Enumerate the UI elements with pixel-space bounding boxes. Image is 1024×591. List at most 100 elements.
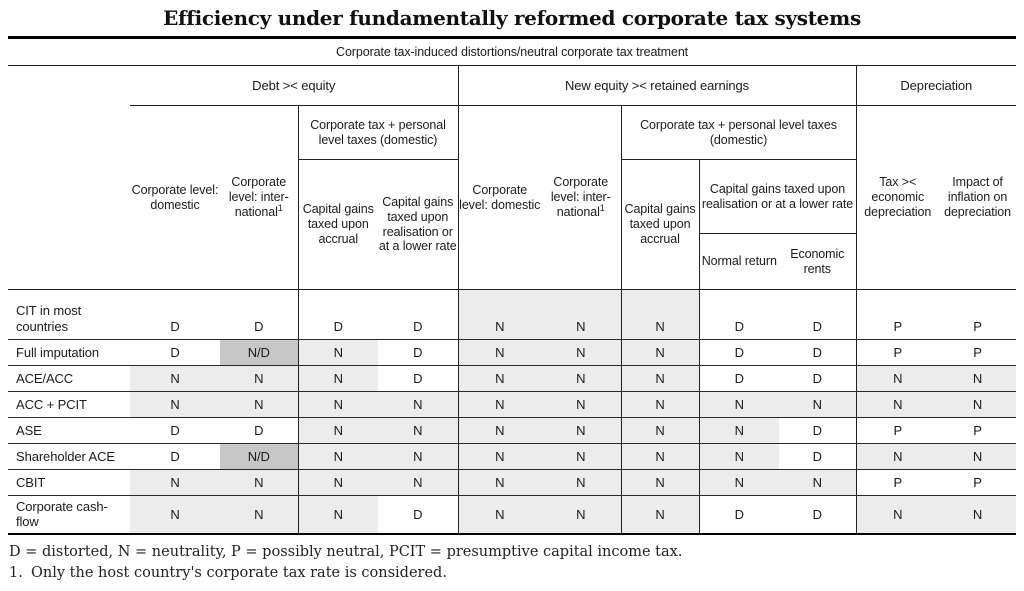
value-cell: N (130, 391, 220, 418)
col-header-debt-cg-realisation: Capital gains taxed upon realisation or … (378, 159, 458, 290)
value-cell: P (855, 339, 939, 366)
value-cell: N (457, 443, 541, 470)
value-cell: P (855, 417, 939, 444)
table-row: ASE D D N N N N N N D P P (8, 417, 1017, 444)
value-cell: N (457, 289, 541, 340)
value-cell: N (620, 443, 699, 470)
legend-note: D = distorted, N = neutrality, P = possi… (9, 543, 683, 560)
value-cell: N (939, 391, 1017, 418)
value-cell: N (220, 469, 298, 496)
value-cell: D (378, 365, 458, 392)
value-cell: N (220, 391, 298, 418)
value-cell: N (457, 469, 541, 496)
footnotes: D = distorted, N = neutrality, P = possi… (9, 542, 1016, 586)
header-text: Corporate level: inter-national (550, 175, 611, 219)
col-header-economic-rents: Economic rents (779, 233, 856, 290)
footnote-ref-icon: 1 (277, 202, 283, 213)
value-cell: N (698, 417, 779, 444)
value-cell: N (297, 365, 378, 392)
value-cell: N (378, 391, 458, 418)
value-cell: D (378, 289, 458, 340)
row-label: Shareholder ACE (8, 443, 130, 470)
value-cell: N (130, 365, 220, 392)
col-group-debt-equity: Debt >< equity (130, 65, 458, 106)
value-cell: N (855, 391, 939, 418)
col-header-inflation-depreciation: Impact of inflation on depreciation (939, 105, 1017, 290)
row-label: CIT in most countries (8, 289, 130, 340)
col-header-debt-personal-taxes: Corporate tax + personal level taxes (do… (297, 105, 458, 160)
col-header-tax-economic-depreciation: Tax >< economic depreciation (855, 105, 939, 290)
table-row: ACE/ACC N N N D N N N D D N N (8, 365, 1017, 392)
value-cell: N (939, 443, 1017, 470)
col-header-ne-personal-taxes: Corporate tax + personal level taxes (do… (620, 105, 856, 160)
span-header-row: Corporate tax-induced distortions/neutra… (8, 37, 1017, 66)
col-header-ne-corp-international: Corporate level: inter-national1 (541, 105, 621, 290)
table-row: CIT in most countries D D D D N N N D D P P (8, 289, 1017, 340)
col-header-debt-cg-accrual: Capital gains taxed upon accrual (297, 159, 378, 290)
table-header: Corporate tax-induced distortions/neutra… (8, 37, 1017, 290)
header-row-3: Capital gains taxed upon accrual Capital… (8, 159, 1016, 290)
table-row: Full imputation D N/D N D N N N D D P P (8, 339, 1017, 366)
value-cell: D (779, 417, 856, 444)
efficiency-table: Corporate tax-induced distortions/neutra… (8, 36, 1017, 535)
value-cell: N (297, 469, 378, 496)
value-cell: D (779, 339, 856, 366)
row-label: ACC + PCIT (8, 391, 130, 418)
value-cell: D (378, 495, 458, 534)
value-cell: N/D (220, 443, 298, 470)
value-cell: D (779, 443, 856, 470)
value-cell: D (779, 495, 856, 534)
value-cell: D (698, 495, 779, 534)
value-cell: N (378, 443, 458, 470)
value-cell: N (457, 365, 541, 392)
value-cell: N/D (220, 339, 298, 366)
value-cell: N (541, 417, 621, 444)
col-header-ne-cg-accrual: Capital gains taxed upon accrual (620, 159, 699, 290)
group-header-row: Debt >< equity New equity >< retained ea… (8, 65, 1017, 290)
value-cell: N (457, 417, 541, 444)
value-cell: P (855, 289, 939, 340)
value-cell: N (378, 417, 458, 444)
row-label: Corporate cash-flow (8, 495, 130, 534)
row-label: ACE/ACC (8, 365, 130, 392)
header-text: Corporate level: inter-national (228, 175, 289, 219)
col-header-ne-corp-domestic: Corporate level: domestic (457, 105, 541, 290)
col-group-new-equity: New equity >< retained earnings (457, 65, 856, 106)
header-row-2: Corporate level: domestic Corporate leve… (8, 105, 1017, 290)
value-cell: N (620, 495, 699, 534)
col-header-normal-return: Normal return (698, 233, 779, 290)
page-title: Efficiency under fundamentally reformed … (163, 6, 861, 30)
value-cell: N (220, 495, 298, 534)
value-cell: P (939, 417, 1017, 444)
value-cell: P (855, 469, 939, 496)
col-header-ne-cg-realisation: Capital gains taxed upon realisation or … (698, 159, 856, 234)
value-cell: N (541, 339, 621, 366)
value-cell: D (378, 339, 458, 366)
value-cell: N (541, 443, 621, 470)
footnote-marker: 1. (9, 565, 23, 582)
value-cell: D (220, 417, 298, 444)
col-header-debt-corp-international: Corporate level: inter-national1 (220, 105, 298, 290)
value-cell: P (939, 339, 1017, 366)
col-header-debt-corp-domestic: Corporate level: domestic (130, 105, 220, 290)
value-cell: N (541, 391, 621, 418)
value-cell: N (220, 365, 298, 392)
footnote-ref-icon: 1 (599, 202, 605, 213)
value-cell: N (541, 365, 621, 392)
value-cell: N (130, 495, 220, 534)
corner-cell (8, 65, 130, 290)
value-cell: N (378, 469, 458, 496)
value-cell: N (297, 417, 378, 444)
value-cell: N (541, 495, 621, 534)
value-cell: N (457, 391, 541, 418)
value-cell: N (297, 391, 378, 418)
footnote-text: Only the host country's corporate tax ra… (31, 565, 447, 582)
footnote-1: 1. Only the host country's corporate tax … (9, 563, 1016, 585)
table-row: Shareholder ACE D N/D N N N N N N D N N (8, 443, 1017, 470)
table-row: CBIT N N N N N N N N N P P (8, 469, 1017, 496)
row-label: CBIT (8, 469, 130, 496)
value-cell: N (620, 391, 699, 418)
value-cell: N (541, 469, 621, 496)
table-body: CIT in most countries D D D D N N N D D P P Full imp… (8, 289, 1017, 534)
